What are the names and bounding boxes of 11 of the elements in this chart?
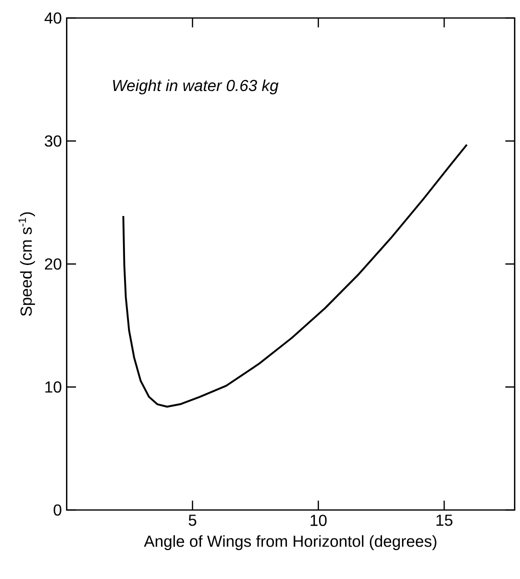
x-tick-label: 5 xyxy=(188,514,196,526)
x-axis-title: Angle of Wings from Horizontol (degrees) xyxy=(144,535,436,550)
annotation: Weight in water 0.63 kg xyxy=(113,79,278,94)
y-tick-label: 40 xyxy=(44,12,62,24)
y-tick-label: 0 xyxy=(54,504,62,516)
x-tick-label: 10 xyxy=(310,514,327,526)
y-axis-title: Speed (cm s$^{-1}$) xyxy=(18,212,36,316)
y-tick-label: 10 xyxy=(45,381,62,393)
y-tick-label: 30 xyxy=(44,135,62,147)
x-tick-label: 15 xyxy=(436,514,452,526)
y-tick-label: 20 xyxy=(44,258,62,270)
